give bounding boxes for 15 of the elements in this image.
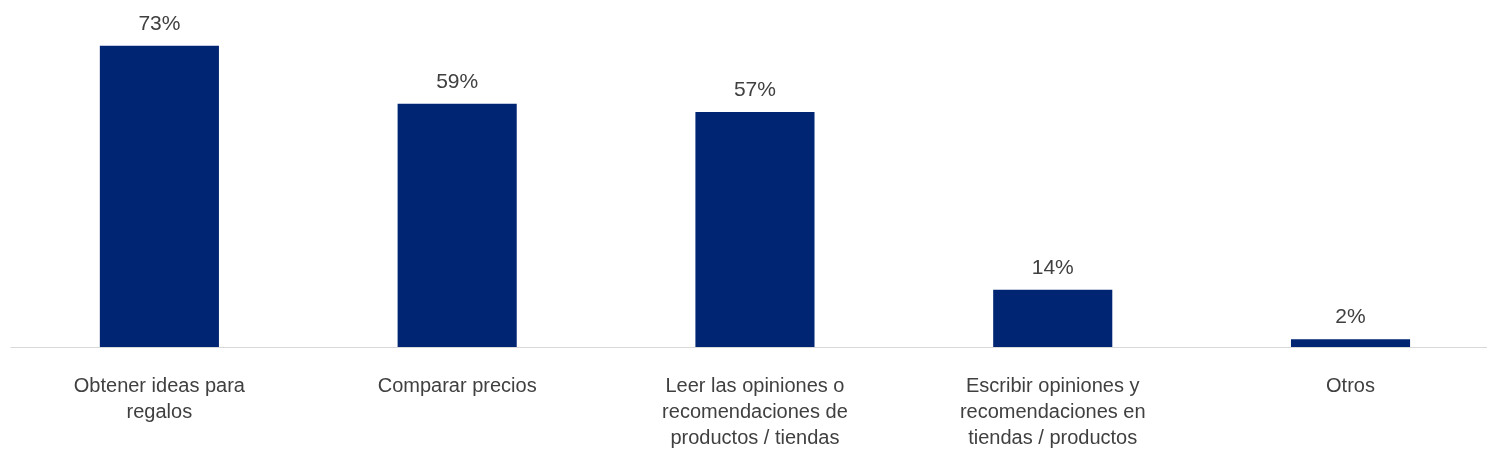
x-tick-label: Leer las opiniones o recomendaciones de productos / tiendas [662, 373, 848, 449]
data-label: 14% [1031, 254, 1074, 278]
data-label: 73% [138, 10, 181, 34]
x-tick-label: Obtener ideas para regalos [73, 373, 246, 422]
data-label: 59% [436, 68, 479, 92]
data-label: 2% [1335, 304, 1366, 328]
x-tick-label: Comparar precios [377, 373, 537, 396]
bar [1290, 339, 1411, 348]
bar [993, 289, 1113, 348]
bar [99, 45, 219, 348]
bar [695, 111, 815, 348]
x-tick-label: Escribir opiniones y recomendaciones en tiendas / productos [959, 373, 1146, 449]
bar [397, 103, 517, 348]
x-tick-label: Otros [1326, 373, 1375, 396]
data-label: 57% [733, 76, 776, 100]
